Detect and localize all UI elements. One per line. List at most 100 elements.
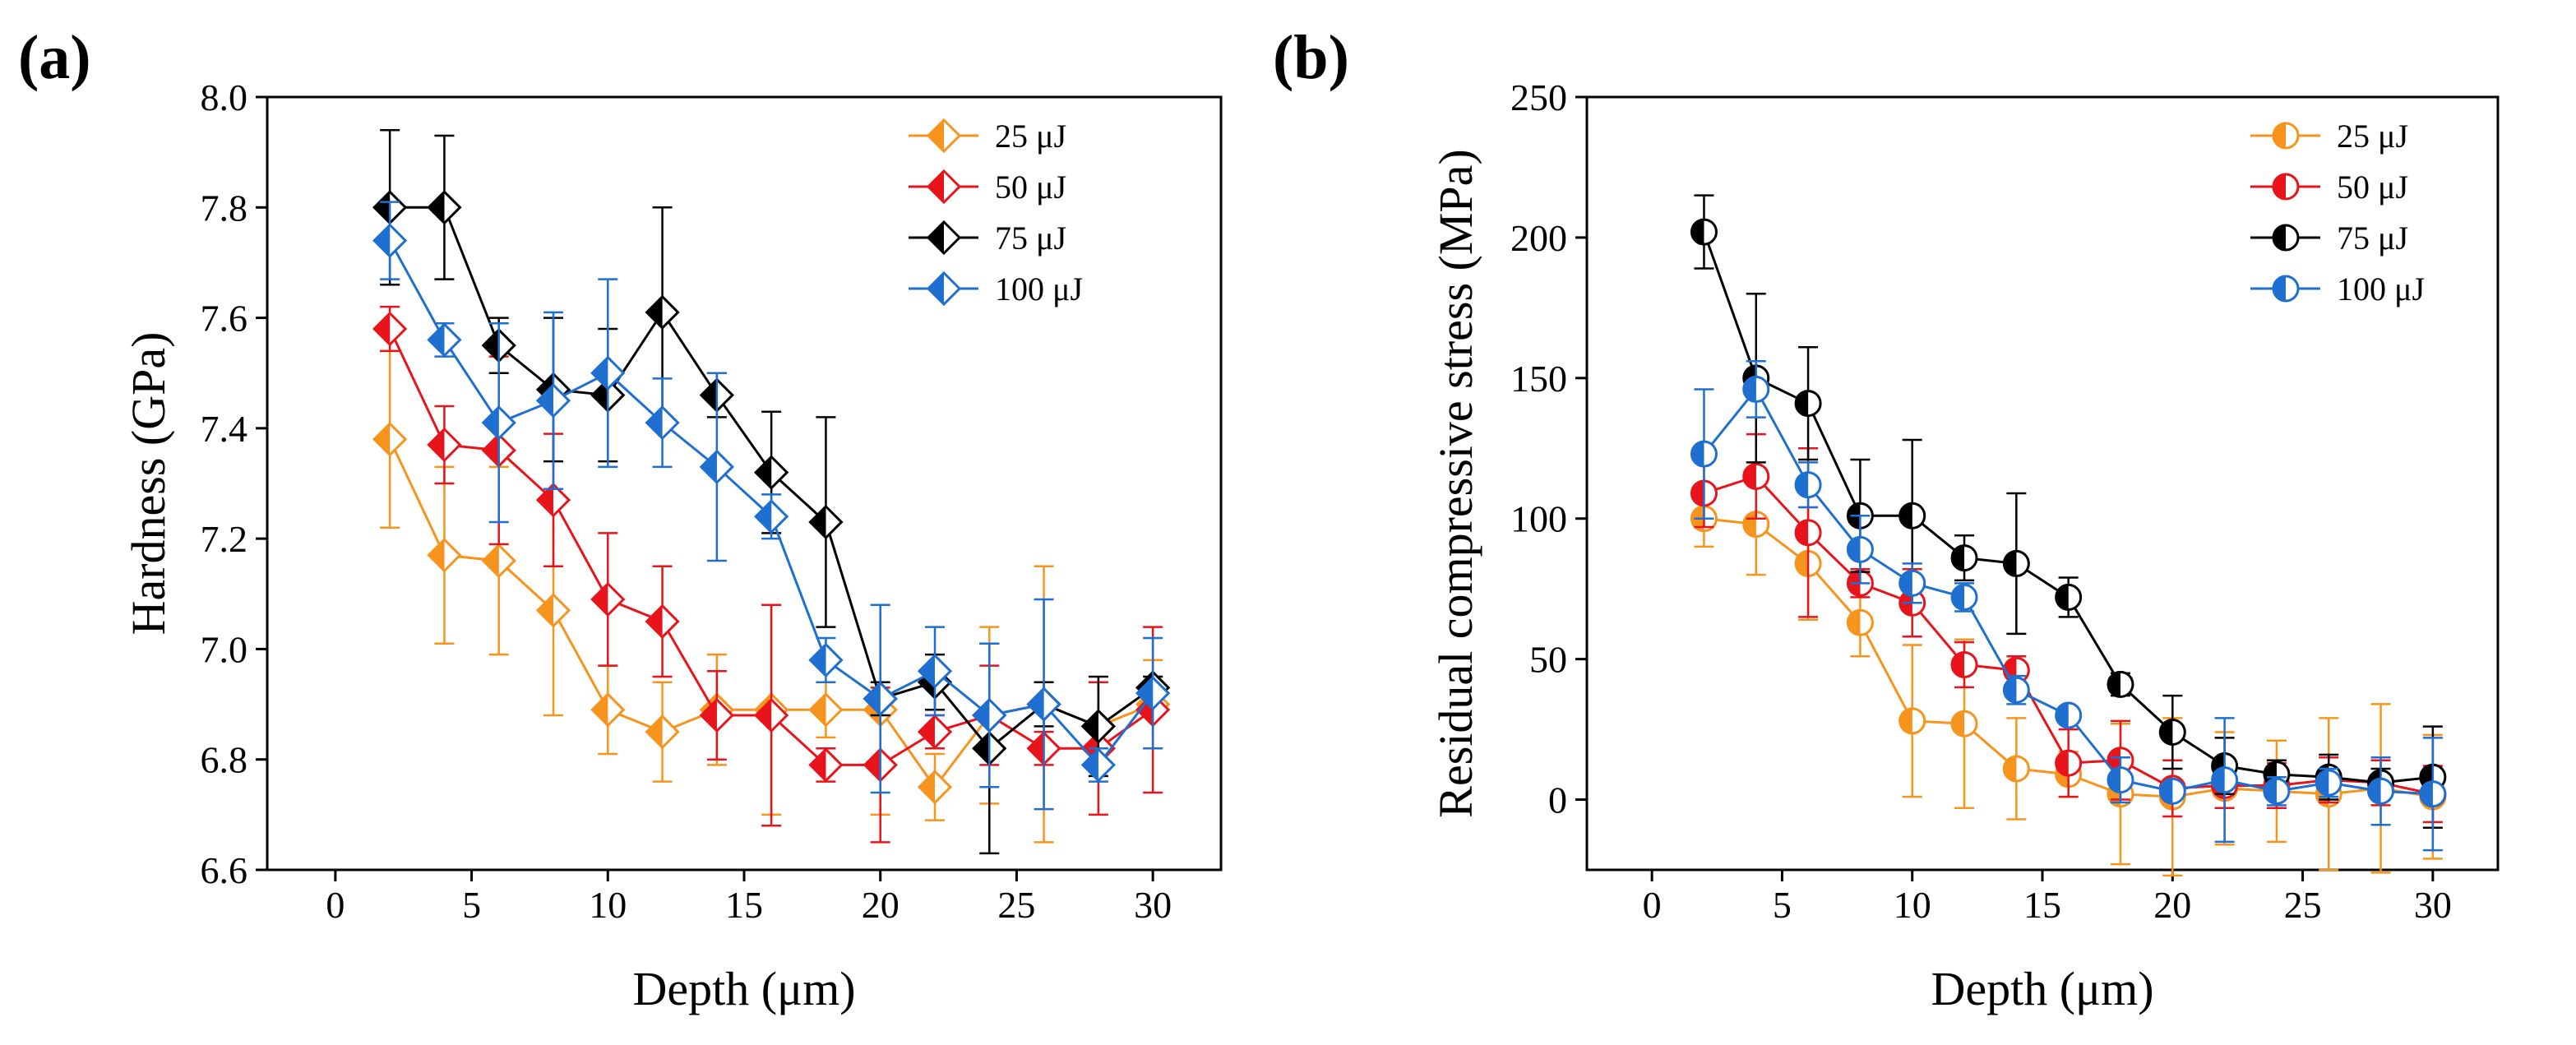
y-tick-label-a: 8.0 <box>201 76 248 118</box>
x-axis-title-b: Depth (μm) <box>1931 962 2153 1015</box>
y-tick-label-b: 200 <box>1510 217 1567 259</box>
series-a-1 <box>372 305 1171 844</box>
data-point <box>699 449 734 484</box>
series-group-b <box>1690 194 2447 877</box>
data-point <box>2367 777 2395 805</box>
data-point <box>1898 569 1926 597</box>
data-point <box>1846 535 1874 563</box>
data-point <box>808 747 844 783</box>
data-point <box>1950 650 1978 678</box>
legend-b: 25 μJ 50 μJ 75 μJ 100 μJ <box>2250 118 2425 307</box>
data-point <box>699 697 734 733</box>
tick-group-b: 0 5 10 15 20 25 30 0 50 100 150 200 250 <box>1510 76 2452 926</box>
legend-label: 25 μJ <box>2337 118 2408 155</box>
data-point <box>1898 707 1926 735</box>
data-point <box>2002 676 2030 704</box>
legend-label: 50 μJ <box>2337 169 2408 206</box>
data-point <box>1794 549 1822 577</box>
y-tick-label-a: 7.8 <box>201 187 248 229</box>
data-point <box>1846 608 1874 636</box>
data-point <box>590 692 626 728</box>
y-tick-label-a: 7.6 <box>201 298 248 340</box>
data-point <box>1026 687 1061 722</box>
data-point <box>1794 390 1822 418</box>
series-group-a <box>372 129 1171 855</box>
legend-label: 75 μJ <box>995 220 1066 257</box>
data-point <box>590 355 626 391</box>
data-point <box>2002 549 2030 577</box>
data-point <box>1080 709 1116 744</box>
data-point <box>427 427 462 463</box>
data-point <box>1950 710 1978 738</box>
data-point <box>427 538 462 573</box>
data-point <box>645 603 680 639</box>
data-point <box>535 593 571 628</box>
x-tick-label-a: 5 <box>462 884 481 926</box>
y-axis-title-b: Residual compressive stress (MPa) <box>1429 149 1482 817</box>
data-point <box>863 681 898 716</box>
panel-label-b: (b) <box>1273 23 1349 92</box>
legend-marker <box>926 220 962 256</box>
data-point <box>1742 375 1770 403</box>
x-tick-label-a: 0 <box>326 884 345 926</box>
series-a-3 <box>372 201 1171 811</box>
x-tick-label-a: 20 <box>862 884 900 926</box>
data-point <box>1690 218 1718 246</box>
data-point <box>2158 777 2186 805</box>
x-tick-label-a: 30 <box>1134 884 1172 926</box>
data-point <box>2107 766 2134 794</box>
data-point <box>372 223 408 258</box>
hardness-chart-panel: (a) 0 5 10 15 20 25 30 6.6 6.8 7.0 7.2 7.4 7.6 7.8 8.0… <box>18 23 1223 1015</box>
x-tick-label-b: 20 <box>2153 884 2191 926</box>
legend-label: 50 μJ <box>995 169 1066 206</box>
y-tick-label-b: 0 <box>1548 779 1567 821</box>
data-point <box>1794 519 1822 547</box>
y-tick-label-a: 7.2 <box>201 518 248 560</box>
tick-group-a: 0 5 10 15 20 25 30 6.6 6.8 7.0 7.2 7.4 7.6 7.8 8.0 <box>201 76 1172 926</box>
x-tick-label-b: 15 <box>2023 884 2061 926</box>
data-point <box>754 455 789 490</box>
data-point <box>1690 440 1718 468</box>
data-point <box>481 405 516 441</box>
data-point <box>1080 747 1116 783</box>
plot-frame-b <box>1585 95 2500 872</box>
data-point <box>1742 462 1770 490</box>
series-b-3 <box>1690 360 2447 852</box>
data-point <box>2315 769 2342 797</box>
data-point <box>481 543 516 579</box>
data-point <box>372 422 408 457</box>
data-point <box>1950 544 1978 572</box>
data-point <box>372 311 408 347</box>
y-tick-label-b: 250 <box>1510 76 1567 118</box>
data-point <box>2158 719 2186 747</box>
x-tick-label-a: 25 <box>997 884 1035 926</box>
data-point <box>972 697 1007 733</box>
data-point <box>2263 761 2291 788</box>
y-tick-label-a: 6.8 <box>201 739 248 781</box>
x-tick-label-b: 25 <box>2284 884 2322 926</box>
panel-label-a: (a) <box>18 23 91 92</box>
y-tick-label-a: 7.4 <box>201 408 248 450</box>
data-point <box>808 642 844 677</box>
legend-label: 100 μJ <box>2337 270 2425 307</box>
data-point <box>427 190 462 225</box>
x-axis-title-a: Depth (μm) <box>632 962 855 1015</box>
data-point <box>1898 502 1926 529</box>
y-tick-label-b: 150 <box>1510 358 1567 400</box>
data-point <box>808 692 844 728</box>
data-point <box>1794 471 1822 499</box>
data-point <box>2211 766 2239 794</box>
x-tick-label-a: 10 <box>589 884 627 926</box>
legend-marker <box>926 169 962 205</box>
legend-marker <box>2272 173 2300 201</box>
stress-chart-panel: (b) 0 5 10 15 20 25 30 0 50 100 150 200 250 Depth (μ… <box>1273 23 2500 1015</box>
data-point <box>2419 780 2447 808</box>
data-point <box>1135 676 1171 711</box>
data-point <box>808 504 844 540</box>
legend-marker <box>2272 275 2300 303</box>
y-tick-label-a: 6.6 <box>201 849 248 891</box>
legend-marker <box>2272 122 2300 150</box>
data-point <box>590 581 626 617</box>
data-point <box>645 714 680 750</box>
y-tick-label-b: 100 <box>1510 498 1567 540</box>
